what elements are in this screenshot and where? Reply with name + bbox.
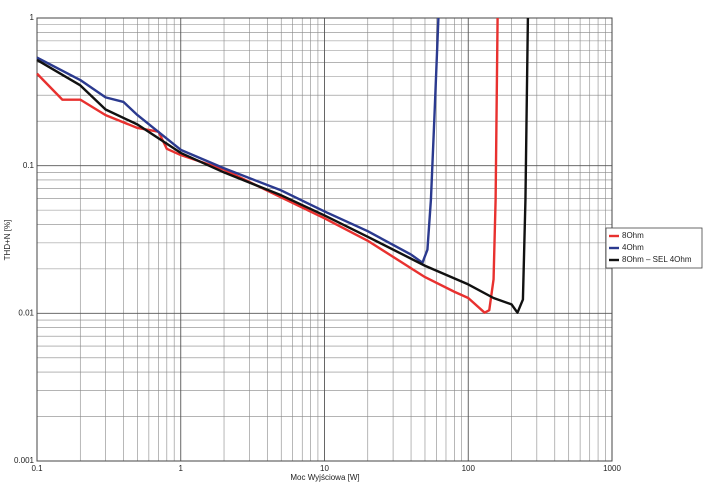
legend-label: 8Ohm – SEL 4Ohm [622,255,692,264]
x-tick-label: 0.1 [31,464,43,473]
series-line [36,17,530,314]
legend-box [605,227,703,269]
x-tick-label: 1000 [603,464,621,473]
x-tick-label: 10 [320,464,329,473]
y-tick-label: 0.001 [14,456,35,465]
y-tick-label: 0.01 [18,308,34,317]
series-line [36,17,499,314]
legend-label: 4Ohm [622,243,644,252]
x-tick-label: 1 [179,464,184,473]
x-tick-label: 100 [462,464,476,473]
x-axis-label: Moc Wyjściowa [W] [290,473,359,482]
series-line [36,17,440,264]
y-axis-label: THD+N [%] [3,220,12,261]
y-tick-label: 1 [30,13,35,22]
y-tick-label: 0.1 [23,161,35,170]
legend-label: 8Ohm [622,231,644,240]
